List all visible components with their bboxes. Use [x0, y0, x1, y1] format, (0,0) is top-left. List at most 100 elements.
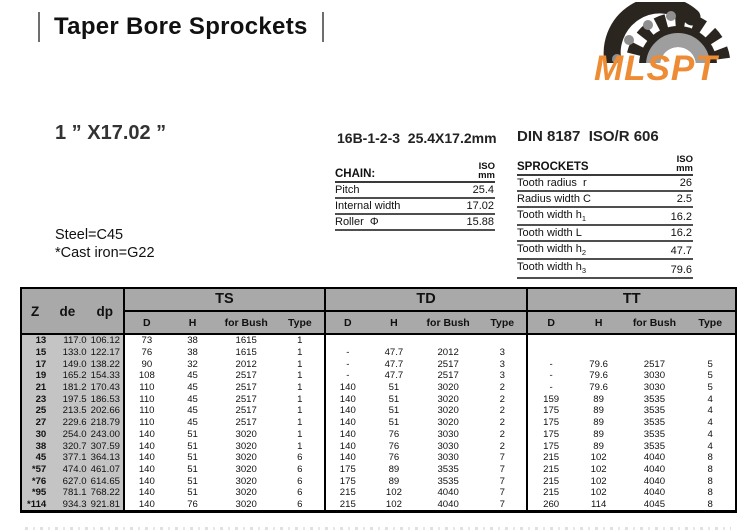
row-id-cells: 25 213.5 202.66 — [22, 405, 125, 417]
cell: 175 — [543, 405, 560, 417]
cell: 4 — [707, 405, 713, 417]
cell: 89 — [593, 393, 604, 405]
unit-label-iso-mm: ISO mm — [478, 162, 495, 181]
sub-header: for Bush — [224, 316, 268, 329]
spec-row: Radius width C 2.5 — [517, 192, 693, 208]
cell: 7 — [499, 487, 505, 499]
table-row: 21 181.2 170.43 110 45 2517 1 140 51 3020 2 - 79.6 30… — [22, 381, 735, 394]
cell: - — [549, 370, 553, 382]
table-row: *76 627.0 614.65 140 51 3020 6 175 89 3535 7 215 102… — [22, 475, 735, 487]
cell: 102 — [590, 475, 607, 487]
cell: 51 — [187, 475, 198, 487]
cell: 51 — [187, 428, 198, 440]
cell: 1 — [297, 358, 303, 370]
row-id-cells: *95 781.1 768.22 — [22, 486, 125, 499]
cell: 2517 — [235, 382, 257, 394]
group-cells: 215 102 4040 8 — [528, 487, 735, 499]
cell: 76 — [388, 452, 400, 464]
cell-dpc: 202.66 — [90, 405, 120, 417]
spec-value: 17.02 — [466, 200, 494, 212]
cell-dec: 165.2 — [62, 370, 87, 382]
cell: 3020 — [235, 452, 257, 464]
group-cells: 215 102 4040 8 — [528, 475, 735, 487]
cell: 4040 — [643, 475, 666, 487]
group-cells: 215 102 4040 7 — [326, 498, 529, 511]
table-row: 17 149.0 138.22 90 32 2012 1 - 47.7 2517 3 - 79.6 251… — [22, 358, 735, 371]
cell-dec: 149.0 — [62, 358, 87, 370]
group-cells: 110 45 2517 1 — [125, 405, 326, 417]
cell-zc: 45 — [35, 452, 47, 464]
cell-dec: 474.0 — [62, 463, 87, 475]
spec-value: 15.88 — [466, 216, 494, 228]
row-id-cells: 19 165.2 154.33 — [22, 370, 125, 382]
cell: 114 — [590, 498, 607, 510]
cell: 140 — [138, 452, 155, 464]
sub-header: H — [188, 316, 197, 329]
cell: 3535 — [437, 475, 459, 487]
standard-label: DIN 8187 ISO/R 606 — [517, 128, 659, 145]
unit-label-iso-mm: ISO mm — [676, 155, 693, 173]
size-label: 1 ” X17.02 ” — [55, 122, 167, 144]
cell: 140 — [138, 487, 155, 499]
spec-label: Roller Φ — [335, 216, 379, 228]
cell-dpc: 768.22 — [90, 487, 120, 499]
cell: 102 — [590, 463, 607, 475]
spec-label: Tooth width h3 — [517, 261, 586, 276]
group-cells: 140 51 3020 2 — [326, 416, 529, 429]
cell: 102 — [590, 487, 607, 499]
cell: 6 — [297, 498, 303, 510]
logo-text: MLSPT — [594, 49, 718, 88]
group-cells: - 79.6 3030 5 — [528, 382, 735, 394]
cell: 175 — [543, 417, 560, 429]
cell: 6 — [297, 487, 303, 499]
cell-dpc: 106.12 — [90, 335, 120, 347]
cell: 1 — [297, 370, 303, 382]
cell-zc: 25 — [35, 405, 47, 417]
group-cells: 215 102 4040 8 — [528, 452, 735, 464]
cell: 3030 — [643, 382, 666, 394]
cell: 3030 — [437, 440, 459, 452]
cell-dpc: 218.79 — [90, 417, 120, 429]
group-cells — [528, 347, 735, 359]
material-note-steel: Steel=C45 — [55, 227, 124, 243]
title-left-bar — [38, 12, 40, 42]
cell: 5 — [707, 370, 713, 382]
company-logo: MLSPT — [592, 2, 744, 98]
group-cells: - 47.7 2517 3 — [326, 370, 529, 382]
row-id-cells: 13 117.0 106.12 — [22, 335, 125, 347]
cell-dpc: 186.53 — [90, 393, 120, 405]
group-cells: 110 45 2517 1 — [125, 416, 326, 429]
cell: 47.7 — [384, 370, 404, 382]
group-cells: 90 32 2012 1 — [125, 358, 326, 371]
cell: 6 — [297, 475, 303, 487]
cell-dec: 117.0 — [63, 335, 87, 347]
cell-zc: 15 — [35, 347, 47, 359]
spec-label: Radius width C — [517, 193, 591, 205]
chain-code-label: 16B-1-2-3 25.4X17.2mm — [337, 130, 497, 146]
cell: 89 — [388, 475, 400, 487]
sprockets-spec-table: SPROCKETS ISO mm Tooth radius r 26 Radius … — [517, 155, 693, 279]
cell: 2517 — [643, 358, 666, 370]
cell: 215 — [339, 498, 356, 510]
table-row: 25 213.5 202.66 110 45 2517 1 140 51 3020 2 175 89 35… — [22, 405, 735, 417]
cell: 1 — [297, 382, 303, 394]
cell-zc: *57 — [31, 463, 47, 475]
group-cells: 175 89 3535 7 — [326, 475, 529, 487]
cell: 4040 — [643, 463, 666, 475]
cell: 51 — [388, 405, 400, 417]
group-cells: 140 76 3030 7 — [326, 451, 529, 464]
cell-dpc: 364.13 — [90, 452, 120, 464]
cell: 110 — [139, 417, 155, 429]
cell: 1 — [297, 417, 303, 429]
group-cells: 175 89 3535 4 — [528, 405, 735, 417]
group-cells: 110 45 2517 1 — [125, 393, 326, 406]
row-id-cells: *76 627.0 614.65 — [22, 475, 125, 487]
cell-dpc: 921.81 — [90, 498, 120, 510]
group-cells — [326, 335, 529, 347]
cell: 1 — [297, 440, 303, 452]
unit-mm: mm — [478, 169, 495, 181]
group-cells: 76 38 1615 1 — [125, 346, 326, 359]
spec-row: Tooth width h1 16.2 — [517, 208, 693, 227]
row-id-cells: 15 133.0 122.17 — [22, 346, 125, 359]
chain-spec-table: CHAIN: ISO mm Pitch 25.4 Internal width 17.… — [335, 162, 495, 231]
